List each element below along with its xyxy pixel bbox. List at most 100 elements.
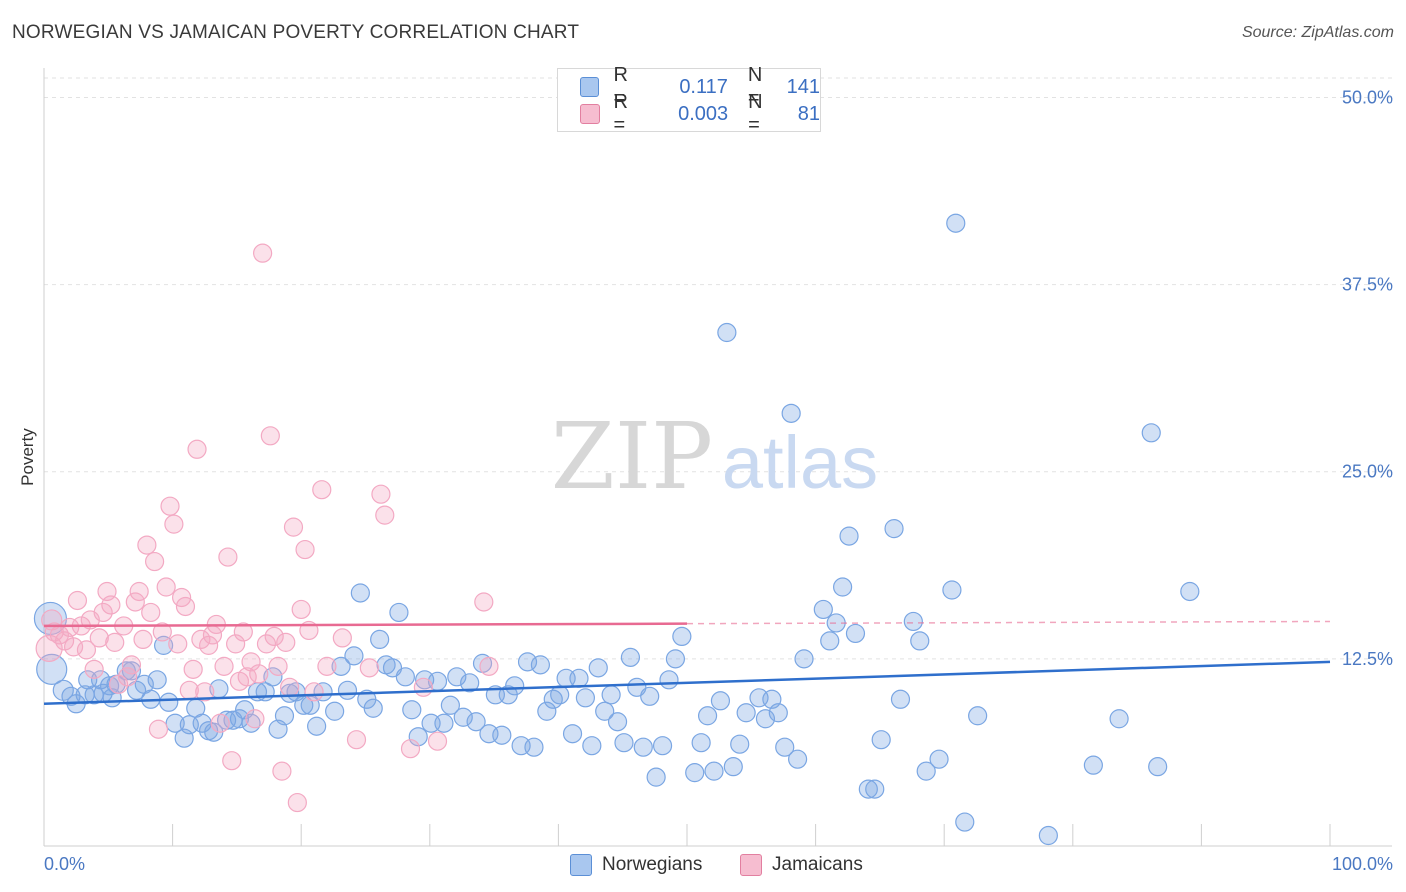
x-tick-label: 100.0% — [1332, 854, 1393, 874]
data-point — [105, 632, 125, 652]
data-point — [1180, 581, 1200, 602]
bottom-legend-label: Jamaicans — [772, 854, 863, 875]
data-point — [929, 749, 949, 769]
data-point — [307, 716, 327, 736]
data-point — [160, 496, 180, 516]
bottom-legend-swatch-norwegians — [570, 854, 592, 876]
legend-r-value: 0.003 — [678, 102, 729, 125]
axis-labels: 12.5% 25.0% 37.5% 50.0% 0.0% 100.0% Poverty — [18, 87, 1393, 874]
data-point — [253, 243, 273, 263]
data-point — [363, 698, 383, 718]
trend-line-norwegians — [43, 660, 1331, 706]
data-point — [229, 709, 250, 729]
data-point — [794, 649, 814, 669]
data-point — [717, 322, 737, 343]
data-point — [375, 505, 395, 525]
data-point — [524, 737, 544, 757]
chart-title: NORWEGIAN VS JAMAICAN POVERTY CORRELATIO… — [12, 22, 580, 43]
data-point — [389, 602, 409, 623]
data-point — [820, 631, 840, 651]
data-point — [359, 658, 379, 678]
trend-line-dashed-jamaicans — [686, 620, 1331, 625]
data-point — [93, 602, 113, 623]
correlation-legend: R = 0.117 N = 141 R = 0.003 N = 81 — [557, 64, 821, 136]
data-point — [562, 724, 583, 744]
axes — [43, 68, 1392, 847]
data-point — [890, 689, 911, 709]
data-point — [1141, 423, 1161, 443]
data-point — [222, 751, 242, 771]
data-point — [588, 658, 608, 678]
data-point — [121, 655, 142, 675]
data-point — [1148, 757, 1168, 777]
watermark: ZIP atlas — [551, 403, 878, 510]
data-point — [652, 736, 673, 756]
watermark-zip: ZIP — [551, 403, 713, 510]
data-point — [685, 763, 705, 783]
legend-r-label: R = — [613, 91, 628, 136]
legend-n-label: N = — [747, 64, 763, 109]
legend-swatch-jamaicans — [580, 104, 600, 124]
data-point — [903, 611, 923, 632]
data-point — [620, 647, 641, 667]
data-point — [274, 706, 295, 726]
data-point — [395, 667, 415, 687]
data-point — [214, 656, 234, 676]
data-point — [183, 659, 203, 679]
data-point — [730, 734, 750, 754]
trend-line-jamaicans — [43, 622, 688, 628]
source-label: Source: ZipAtlas.com — [1241, 24, 1394, 41]
data-point — [101, 595, 121, 615]
data-point — [479, 656, 499, 676]
data-point — [474, 592, 494, 612]
trend-lines — [43, 620, 1331, 706]
data-point — [400, 739, 421, 759]
bottom-legend-jamaicans: Jamaicans — [740, 852, 863, 878]
data-point — [141, 602, 161, 623]
data-point — [704, 761, 724, 781]
y-tick-label: 50.0% — [1342, 87, 1393, 107]
data-point — [199, 635, 219, 655]
data-point — [607, 712, 628, 732]
data-point — [413, 677, 433, 697]
data-point — [36, 653, 68, 685]
data-point — [263, 667, 283, 687]
legend-row-norwegians: R = 0.117 N = 141 — [580, 64, 821, 109]
data-point — [633, 737, 653, 757]
data-point — [268, 656, 288, 676]
data-point — [833, 577, 853, 597]
data-point — [910, 631, 930, 651]
data-point — [133, 629, 153, 650]
data-point — [871, 730, 891, 750]
data-point — [344, 646, 364, 666]
data-point — [453, 707, 473, 727]
data-point — [1038, 825, 1058, 846]
data-point — [245, 709, 265, 729]
legend-n-value: 141 — [786, 75, 821, 98]
data-point — [125, 592, 145, 612]
data-point — [218, 547, 238, 567]
data-point — [287, 792, 307, 813]
data-point — [537, 701, 557, 721]
data-point — [640, 686, 660, 706]
legend-row-jamaicans: R = 0.003 N = 81 — [580, 91, 820, 136]
data-point — [159, 692, 179, 712]
data-point — [256, 634, 277, 654]
data-point — [646, 767, 666, 787]
data-point — [237, 667, 257, 687]
data-point — [272, 761, 292, 781]
data-point — [427, 731, 448, 751]
data-point — [575, 688, 596, 708]
grid-lines — [44, 77, 1392, 660]
data-point — [295, 539, 315, 560]
legend-r-label: R = — [613, 64, 628, 109]
data-point — [156, 577, 176, 597]
data-point — [233, 622, 253, 642]
data-point — [440, 695, 460, 715]
data-point — [260, 426, 280, 446]
data-point — [408, 727, 428, 747]
data-point — [195, 682, 215, 702]
data-point — [187, 439, 207, 459]
data-point — [942, 580, 962, 600]
